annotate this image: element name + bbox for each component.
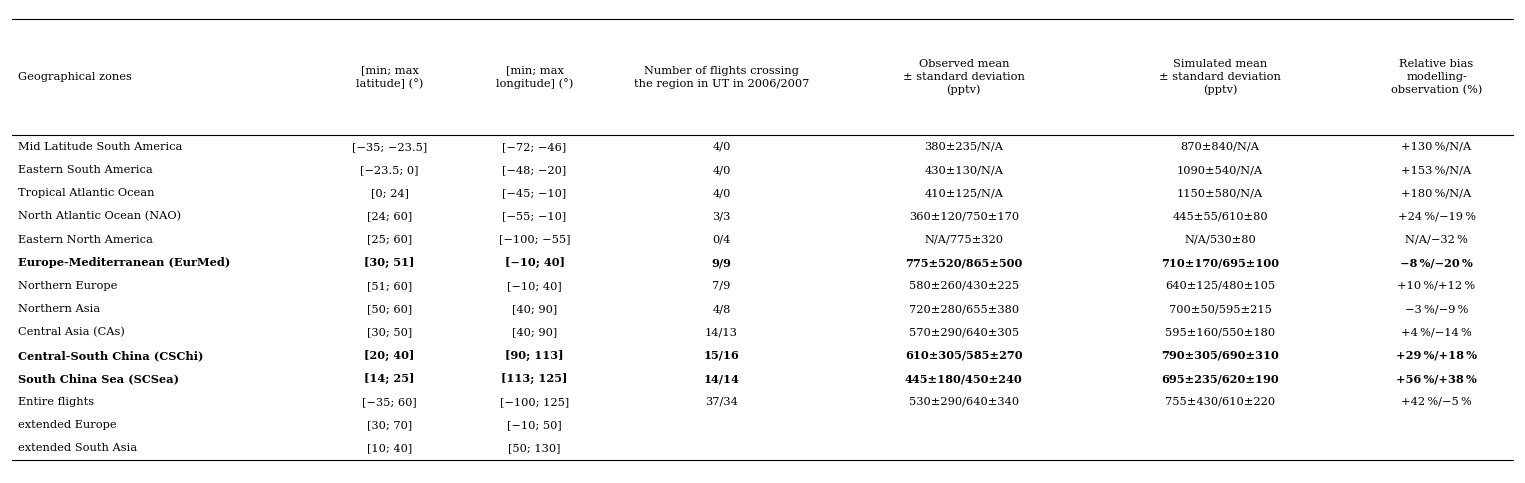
Text: 775±520/865±500: 775±520/865±500 [906, 257, 1022, 268]
Text: 37/34: 37/34 [705, 397, 738, 407]
Text: extended Europe: extended Europe [18, 420, 117, 430]
Text: Central-South China (CSChi): Central-South China (CSChi) [18, 350, 204, 361]
Text: Observed mean
± standard deviation
(pptv): Observed mean ± standard deviation (pptv… [903, 59, 1025, 96]
Text: 710±170/695±100: 710±170/695±100 [1161, 257, 1279, 268]
Text: 14/13: 14/13 [705, 327, 738, 337]
Text: N/A/−32 %: N/A/−32 % [1405, 235, 1469, 244]
Text: 700±50/595±215: 700±50/595±215 [1168, 304, 1272, 314]
Text: [25; 60]: [25; 60] [368, 235, 412, 244]
Text: 870±840/N/A: 870±840/N/A [1180, 142, 1260, 152]
Text: 445±180/450±240: 445±180/450±240 [904, 373, 1023, 384]
Text: +29 %/+18 %: +29 %/+18 % [1395, 350, 1478, 361]
Text: +130 %/N/A: +130 %/N/A [1401, 142, 1472, 152]
Text: 695±235/620±190: 695±235/620±190 [1161, 373, 1279, 384]
Text: 430±130/N/A: 430±130/N/A [924, 165, 1003, 175]
Text: [−10; 40]: [−10; 40] [508, 281, 561, 291]
Text: Eastern South America: Eastern South America [18, 165, 153, 175]
Text: [−100; 125]: [−100; 125] [500, 397, 569, 407]
Text: [10; 40]: [10; 40] [368, 443, 412, 453]
Text: 1090±540/N/A: 1090±540/N/A [1177, 165, 1263, 175]
Text: 4/0: 4/0 [712, 142, 730, 152]
Text: 720±280/655±380: 720±280/655±380 [909, 304, 1019, 314]
Text: [40; 90]: [40; 90] [512, 327, 557, 337]
Text: [−72; −46]: [−72; −46] [502, 142, 567, 152]
Text: −3 %/−9 %: −3 %/−9 % [1405, 304, 1469, 314]
Text: [30; 50]: [30; 50] [368, 327, 412, 337]
Text: Simulated mean
± standard deviation
(pptv): Simulated mean ± standard deviation (ppt… [1159, 59, 1281, 96]
Text: [14; 25]: [14; 25] [364, 373, 415, 384]
Text: [−45; −10]: [−45; −10] [502, 188, 567, 198]
Text: extended South Asia: extended South Asia [18, 443, 137, 453]
Text: 4/0: 4/0 [712, 188, 730, 198]
Text: [−23.5; 0]: [−23.5; 0] [360, 165, 419, 175]
Text: [40; 90]: [40; 90] [512, 304, 557, 314]
Text: [−100; −55]: [−100; −55] [499, 235, 570, 244]
Text: N/A/775±320: N/A/775±320 [924, 235, 1003, 244]
Text: 3/3: 3/3 [712, 212, 730, 221]
Text: [50; 130]: [50; 130] [508, 443, 561, 453]
Text: 15/16: 15/16 [703, 350, 740, 361]
Text: Europe-Mediterranean (EurMed): Europe-Mediterranean (EurMed) [18, 257, 230, 268]
Text: 595±160/550±180: 595±160/550±180 [1165, 327, 1275, 337]
Text: 580±260/430±225: 580±260/430±225 [909, 281, 1019, 291]
Text: 14/14: 14/14 [703, 373, 740, 384]
Text: +10 %/+12 %: +10 %/+12 % [1397, 281, 1476, 291]
Text: Number of flights crossing
the region in UT in 2006/2007: Number of flights crossing the region in… [634, 66, 810, 89]
Text: [51; 60]: [51; 60] [368, 281, 412, 291]
Text: [−35; 60]: [−35; 60] [363, 397, 416, 407]
Text: [0; 24]: [0; 24] [371, 188, 409, 198]
Text: 1150±580/N/A: 1150±580/N/A [1177, 188, 1263, 198]
Text: 530±290/640±340: 530±290/640±340 [909, 397, 1019, 407]
Text: [90; 113]: [90; 113] [505, 350, 564, 361]
Text: 4/0: 4/0 [712, 165, 730, 175]
Text: [113; 125]: [113; 125] [502, 373, 567, 384]
Text: +153 %/N/A: +153 %/N/A [1401, 165, 1472, 175]
Text: 7/9: 7/9 [712, 281, 730, 291]
Text: [20; 40]: [20; 40] [364, 350, 415, 361]
Text: Northern Europe: Northern Europe [18, 281, 117, 291]
Text: [min; max
latitude] (°): [min; max latitude] (°) [355, 65, 424, 89]
Text: 755±430/610±220: 755±430/610±220 [1165, 397, 1275, 407]
Text: 610±305/585±270: 610±305/585±270 [904, 350, 1023, 361]
Text: 380±235/N/A: 380±235/N/A [924, 142, 1003, 152]
Text: Northern Asia: Northern Asia [18, 304, 101, 314]
Text: +24 %/−19 %: +24 %/−19 % [1397, 212, 1476, 221]
Text: Central Asia (CAs): Central Asia (CAs) [18, 327, 125, 338]
Text: Mid Latitude South America: Mid Latitude South America [18, 142, 183, 152]
Text: +4 %/−14 %: +4 %/−14 % [1401, 327, 1472, 337]
Text: [30; 70]: [30; 70] [368, 420, 412, 430]
Text: [−55; −10]: [−55; −10] [502, 212, 567, 221]
Text: Tropical Atlantic Ocean: Tropical Atlantic Ocean [18, 188, 156, 198]
Text: Entire flights: Entire flights [18, 397, 95, 407]
Text: North Atlantic Ocean (NAO): North Atlantic Ocean (NAO) [18, 211, 181, 222]
Text: [24; 60]: [24; 60] [368, 212, 412, 221]
Text: [min; max
longitude] (°): [min; max longitude] (°) [496, 65, 573, 89]
Text: [50; 60]: [50; 60] [368, 304, 412, 314]
Text: +56 %/+38 %: +56 %/+38 % [1397, 373, 1476, 384]
Text: [30; 51]: [30; 51] [364, 257, 415, 269]
Text: 0/4: 0/4 [712, 235, 730, 244]
Text: [−48; −20]: [−48; −20] [502, 165, 567, 175]
Text: [−10; 40]: [−10; 40] [505, 257, 564, 269]
Text: [−35; −23.5]: [−35; −23.5] [352, 142, 427, 152]
Text: 9/9: 9/9 [711, 257, 732, 268]
Text: 790±305/690±310: 790±305/690±310 [1161, 350, 1279, 361]
Text: 410±125/N/A: 410±125/N/A [924, 188, 1003, 198]
Text: South China Sea (SCSea): South China Sea (SCSea) [18, 373, 180, 384]
Text: −8 %/−20 %: −8 %/−20 % [1400, 257, 1473, 268]
Text: Geographical zones: Geographical zones [18, 72, 133, 82]
Text: +42 %/−5 %: +42 %/−5 % [1401, 397, 1472, 407]
Text: 445±55/610±80: 445±55/610±80 [1173, 212, 1267, 221]
Text: 570±290/640±305: 570±290/640±305 [909, 327, 1019, 337]
Text: 4/8: 4/8 [712, 304, 730, 314]
Text: 360±120/750±170: 360±120/750±170 [909, 212, 1019, 221]
Text: +180 %/N/A: +180 %/N/A [1401, 188, 1472, 198]
Text: N/A/530±80: N/A/530±80 [1183, 235, 1257, 244]
Text: Eastern North America: Eastern North America [18, 235, 153, 244]
Text: 640±125/480±105: 640±125/480±105 [1165, 281, 1275, 291]
Text: Relative bias
modelling-
observation (%): Relative bias modelling- observation (%) [1391, 59, 1482, 95]
Text: [−10; 50]: [−10; 50] [508, 420, 561, 430]
